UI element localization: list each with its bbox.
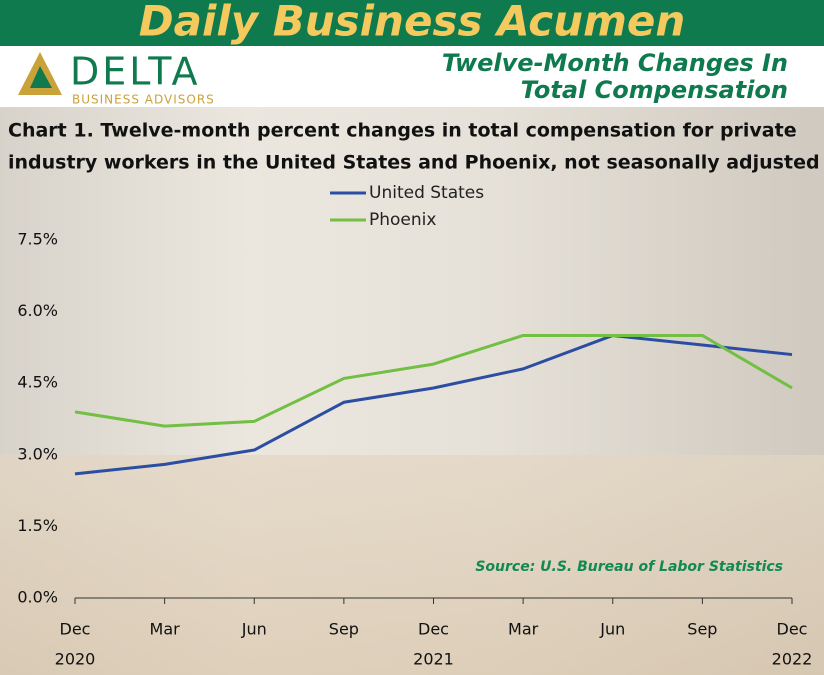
y-tick-label: 4.5% [17,373,58,392]
y-tick-label: 0.0% [17,588,58,607]
x-tick-label: Dec [777,620,808,639]
header-white [0,46,824,107]
x-tick-label: Sep [687,620,717,639]
x-tick-label: Dec [60,620,91,639]
chart-title: industry workers in the United States an… [8,152,820,174]
x-tick-label: Jun [599,620,625,639]
logo-sub: BUSINESS ADVISORS [72,93,215,107]
y-tick-label: 6.0% [17,301,58,320]
series-line [74,333,793,428]
logo-icon-inner [30,66,52,88]
y-tick-label: 1.5% [17,516,58,535]
legend-label: Phoenix [369,210,436,230]
header-subtitle: Total Compensation [521,76,788,104]
series-line [74,333,793,476]
y-tick-label: 3.0% [17,444,58,463]
source-note: Source: U.S. Bureau of Labor Statistics [475,559,783,575]
header-band [0,0,824,46]
x-year-label: 2021 [413,650,454,669]
x-tick-label: Jun [241,620,267,639]
x-tick-label: Mar [508,620,539,639]
header-title: Daily Business Acumen [139,0,685,46]
background-floor [0,455,824,675]
header-subtitle: Twelve-Month Changes In [442,49,788,77]
x-tick-label: Sep [329,620,359,639]
x-tick-label: Dec [418,620,449,639]
x-year-label: 2022 [772,650,813,669]
logo-name: DELTA [70,50,200,94]
x-tick-label: Mar [150,620,181,639]
legend-label: United States [369,183,484,203]
x-year-label: 2020 [55,650,96,669]
chart-title: Chart 1. Twelve-month percent changes in… [8,120,797,142]
y-tick-label: 7.5% [17,230,58,249]
